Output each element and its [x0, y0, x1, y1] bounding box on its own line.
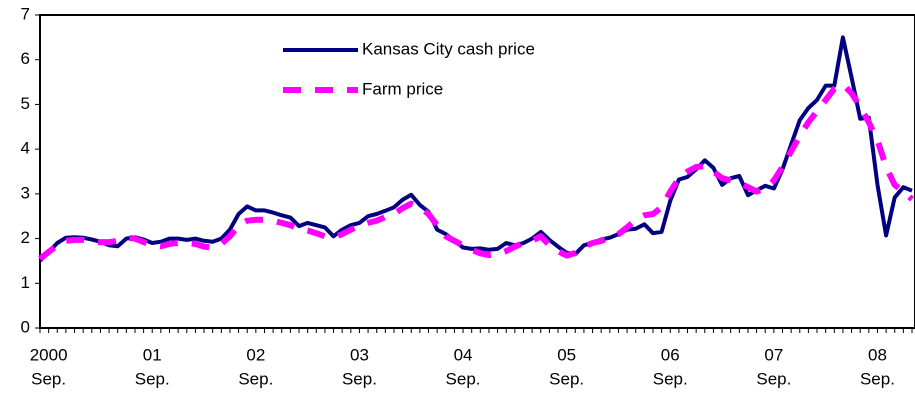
x-tick-label: 2000: [30, 345, 68, 364]
x-tick-label: Sep.: [549, 369, 584, 388]
y-tick-label: 5: [21, 94, 30, 113]
series-line: [38, 35, 913, 263]
x-tick-label: 04: [454, 345, 473, 364]
x-tick-label: 03: [350, 345, 369, 364]
x-tick-label: Sep.: [135, 369, 170, 388]
x-tick-label: Sep.: [756, 369, 791, 388]
x-tick-label: Sep.: [31, 369, 66, 388]
y-tick-label: 3: [21, 183, 30, 202]
series-line: [38, 81, 914, 262]
y-tick-label: 2: [21, 228, 30, 247]
x-tick-label: 05: [557, 345, 576, 364]
x-tick-label: 08: [868, 345, 887, 364]
y-tick-label: 6: [21, 49, 30, 68]
plot-frame: [39, 14, 915, 329]
y-tick-label: 1: [21, 273, 30, 292]
x-tick-label: Sep.: [238, 369, 273, 388]
y-tick-label: 7: [21, 4, 30, 23]
x-tick-label: Sep.: [860, 369, 895, 388]
x-tick-label: 01: [143, 345, 162, 364]
legend-label: Farm price: [362, 79, 443, 98]
x-tick-label: 02: [246, 345, 265, 364]
x-tick-label: 06: [661, 345, 680, 364]
x-tick-label: Sep.: [342, 369, 377, 388]
x-tick-label: 07: [764, 345, 783, 364]
x-tick-label: Sep.: [446, 369, 481, 388]
y-tick-label: 0: [21, 317, 30, 336]
legend-label: Kansas City cash price: [362, 39, 535, 58]
y-tick-label: 4: [21, 139, 30, 158]
x-tick-label: Sep.: [653, 369, 688, 388]
